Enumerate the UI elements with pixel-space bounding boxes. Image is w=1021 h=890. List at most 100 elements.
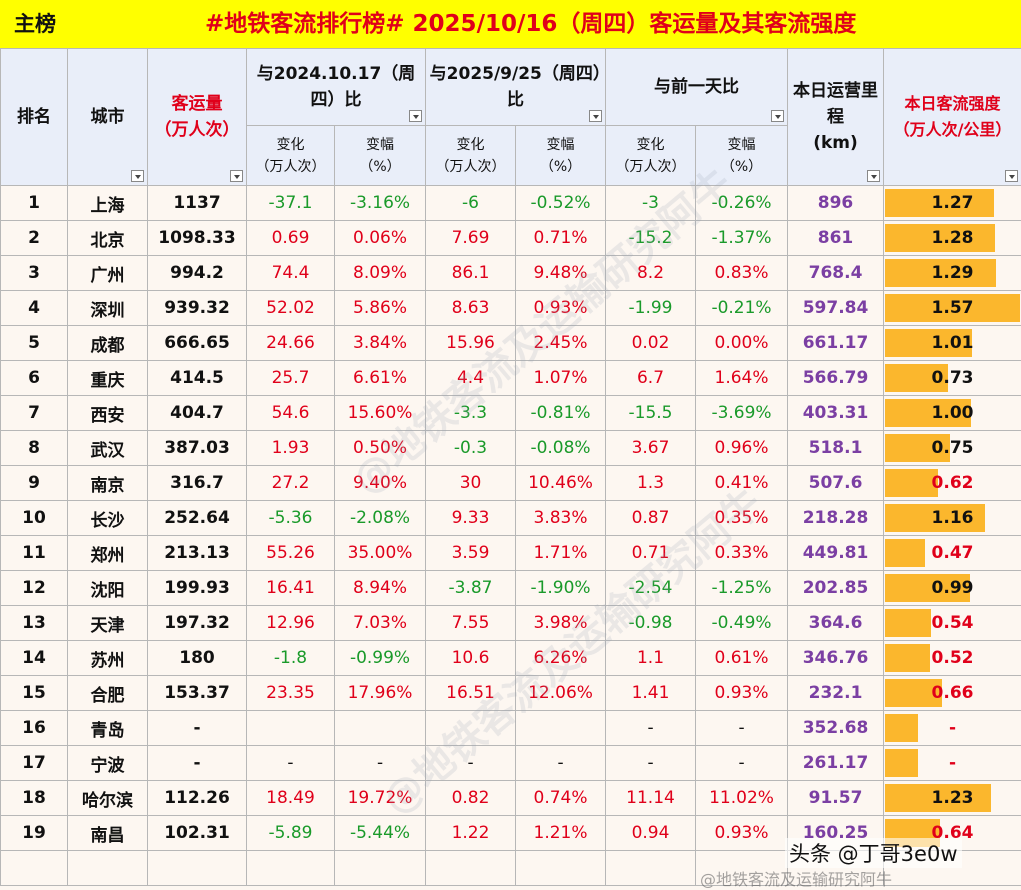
rate-cell: 0.83%: [696, 256, 788, 291]
rank-cell: 10: [1, 501, 68, 536]
km-cell: 352.68: [788, 711, 884, 746]
change-cell: 54.6: [247, 396, 335, 431]
city-cell: 西安: [68, 396, 148, 431]
rank-cell: 9: [1, 466, 68, 501]
city-cell: 青岛: [68, 711, 148, 746]
change-cell: 10.6: [426, 641, 516, 676]
km-cell: 661.17: [788, 326, 884, 361]
change-cell: -: [606, 746, 696, 781]
rank-cell: 5: [1, 326, 68, 361]
volume-cell: 387.03: [148, 431, 247, 466]
intensity-bar: [885, 714, 918, 742]
km-cell: 507.6: [788, 466, 884, 501]
volume-cell: 112.26: [148, 781, 247, 816]
rate-cell: -: [335, 746, 426, 781]
empty-cell: [606, 851, 696, 886]
filter-dropdown-icon[interactable]: [867, 170, 880, 182]
km-cell: 566.79: [788, 361, 884, 396]
volume-cell: -: [148, 746, 247, 781]
intensity-value: 1.28: [932, 228, 974, 248]
volume-cell: 414.5: [148, 361, 247, 396]
change-cell: -15.2: [606, 221, 696, 256]
change-cell: 74.4: [247, 256, 335, 291]
rate-cell: -1.90%: [516, 571, 606, 606]
sub-header-rate: 变幅（%）: [696, 126, 788, 186]
rate-cell: [335, 711, 426, 746]
rate-cell: -2.08%: [335, 501, 426, 536]
filter-dropdown-icon[interactable]: [131, 170, 144, 182]
change-cell: 16.51: [426, 676, 516, 711]
sub-header-change: 变化（万人次）: [247, 126, 335, 186]
col-cmp-prevday-header: 与前一天比: [606, 49, 788, 126]
rate-cell: 0.93%: [696, 676, 788, 711]
change-cell: -1.8: [247, 641, 335, 676]
volume-cell: 102.31: [148, 816, 247, 851]
change-cell: 8.2: [606, 256, 696, 291]
rate-cell: -0.21%: [696, 291, 788, 326]
change-cell: -: [247, 746, 335, 781]
col-intensity-header: 本日客流强度（万人次/公里）: [884, 49, 1021, 186]
change-cell: 52.02: [247, 291, 335, 326]
rate-cell: 19.72%: [335, 781, 426, 816]
km-cell: 346.76: [788, 641, 884, 676]
rate-cell: 6.61%: [335, 361, 426, 396]
intensity-cell: 0.54: [884, 606, 1021, 641]
rate-cell: 1.64%: [696, 361, 788, 396]
rate-cell: 11.02%: [696, 781, 788, 816]
filter-dropdown-icon[interactable]: [409, 110, 422, 122]
rank-cell: 13: [1, 606, 68, 641]
km-cell: 896: [788, 186, 884, 221]
volume-cell: 252.64: [148, 501, 247, 536]
volume-cell: -: [148, 711, 247, 746]
intensity-value: -: [949, 753, 956, 773]
intensity-value: 1.57: [932, 298, 974, 318]
rate-cell: -0.81%: [516, 396, 606, 431]
change-cell: -37.1: [247, 186, 335, 221]
intensity-cell: 1.29: [884, 256, 1021, 291]
intensity-value: 1.16: [932, 508, 974, 528]
change-cell: 15.96: [426, 326, 516, 361]
change-cell: 9.33: [426, 501, 516, 536]
empty-cell: [247, 851, 335, 886]
filter-dropdown-icon[interactable]: [230, 170, 243, 182]
rank-cell: 7: [1, 396, 68, 431]
intensity-bar: [885, 644, 930, 672]
change-cell: [426, 711, 516, 746]
empty-cell: [426, 851, 516, 886]
city-cell: 沈阳: [68, 571, 148, 606]
change-cell: 0.82: [426, 781, 516, 816]
filter-dropdown-icon[interactable]: [771, 110, 784, 122]
km-cell: 597.84: [788, 291, 884, 326]
intensity-cell: 0.47: [884, 536, 1021, 571]
filter-dropdown-icon[interactable]: [1005, 170, 1018, 182]
rate-cell: 0.00%: [696, 326, 788, 361]
change-cell: 86.1: [426, 256, 516, 291]
intensity-cell: 0.66: [884, 676, 1021, 711]
change-cell: -1.99: [606, 291, 696, 326]
sub-header-rate: 变幅（%）: [335, 126, 426, 186]
rate-cell: 17.96%: [335, 676, 426, 711]
source-credit: 头条 @丁哥3e0w: [785, 838, 962, 868]
change-cell: -: [606, 711, 696, 746]
km-cell: 861: [788, 221, 884, 256]
city-cell: 南京: [68, 466, 148, 501]
change-cell: 1.3: [606, 466, 696, 501]
change-cell: 30: [426, 466, 516, 501]
filter-dropdown-icon[interactable]: [589, 110, 602, 122]
volume-cell: 153.37: [148, 676, 247, 711]
change-cell: -5.36: [247, 501, 335, 536]
volume-cell: 1098.33: [148, 221, 247, 256]
change-cell: 27.2: [247, 466, 335, 501]
city-cell: 宁波: [68, 746, 148, 781]
km-cell: 91.57: [788, 781, 884, 816]
intensity-value: 0.75: [932, 438, 974, 458]
city-cell: 深圳: [68, 291, 148, 326]
sub-header-rate: 变幅（%）: [516, 126, 606, 186]
